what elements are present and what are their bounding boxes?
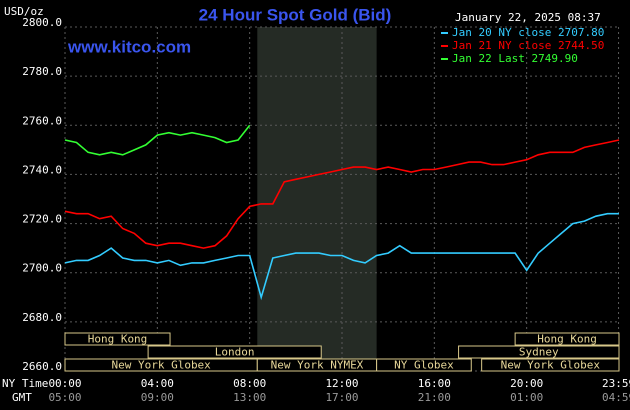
watermark: www.kitco.com (67, 37, 191, 56)
session-label: Sydney (519, 346, 559, 359)
y-tick-label: 2800.0 (22, 16, 62, 29)
session-box (481, 358, 620, 372)
x-tick-label-gmt: 05:00 (48, 391, 81, 404)
x-tick-label: 16:00 (418, 377, 451, 390)
y-tick-label: 2700.0 (22, 262, 62, 275)
y-tick-label: 2760.0 (22, 114, 62, 127)
y-tick-label: 2780.0 (22, 65, 62, 78)
session-label: New York NYMEX (271, 359, 364, 372)
x-tick-label: 04:00 (141, 377, 174, 390)
session-label: New York Globex (501, 359, 601, 372)
x-tick-label: 23:59 (602, 377, 630, 390)
session-label: New York Globex (111, 359, 211, 372)
legend-entry: Jan 20 NY close 2707.80 (452, 26, 604, 39)
session-box (64, 332, 171, 346)
session-box (514, 332, 620, 346)
session-box (458, 345, 620, 359)
x-tick-label: 08:00 (233, 377, 266, 390)
legend-entry: Jan 22 Last 2749.90 (452, 52, 578, 65)
x-tick-label: 12:00 (325, 377, 358, 390)
x-tick-label: 00:00 (48, 377, 81, 390)
y-tick-label: 2720.0 (22, 213, 62, 226)
session-box (147, 345, 322, 359)
x-tick-label-gmt: 13:00 (233, 391, 266, 404)
series-line (64, 139, 620, 249)
x-tick-label-gmt: 09:00 (141, 391, 174, 404)
y-tick-label: 2680.0 (22, 311, 62, 324)
x-tick-label-gmt: 17:00 (325, 391, 358, 404)
session-label: Hong Kong (88, 333, 148, 346)
x-row-label: NY Time (2, 377, 48, 390)
session-label: NY Globex (394, 359, 454, 372)
session-label: London (215, 346, 255, 359)
y-tick-label: 2740.0 (22, 163, 62, 176)
series-line (64, 124, 251, 156)
y-axis-label: USD/oz (4, 5, 44, 18)
x-tick-label: 20:00 (510, 377, 543, 390)
x-tick-label-gmt: 01:00 (510, 391, 543, 404)
legend-entry: Jan 21 NY close 2744.50 (452, 39, 604, 52)
x-row-label: GMT (12, 391, 32, 404)
shaded-region (257, 27, 377, 371)
y-tick-label: 2660.0 (22, 360, 62, 373)
session-box (376, 358, 472, 372)
x-tick-label-gmt: 04:59 (602, 391, 630, 404)
session-label: Hong Kong (537, 333, 597, 346)
timestamp: January 22, 2025 08:37 (455, 11, 601, 24)
x-tick-label-gmt: 21:00 (418, 391, 451, 404)
series-line (64, 212, 619, 301)
chart-title: 24 Hour Spot Gold (Bid) (199, 5, 392, 24)
